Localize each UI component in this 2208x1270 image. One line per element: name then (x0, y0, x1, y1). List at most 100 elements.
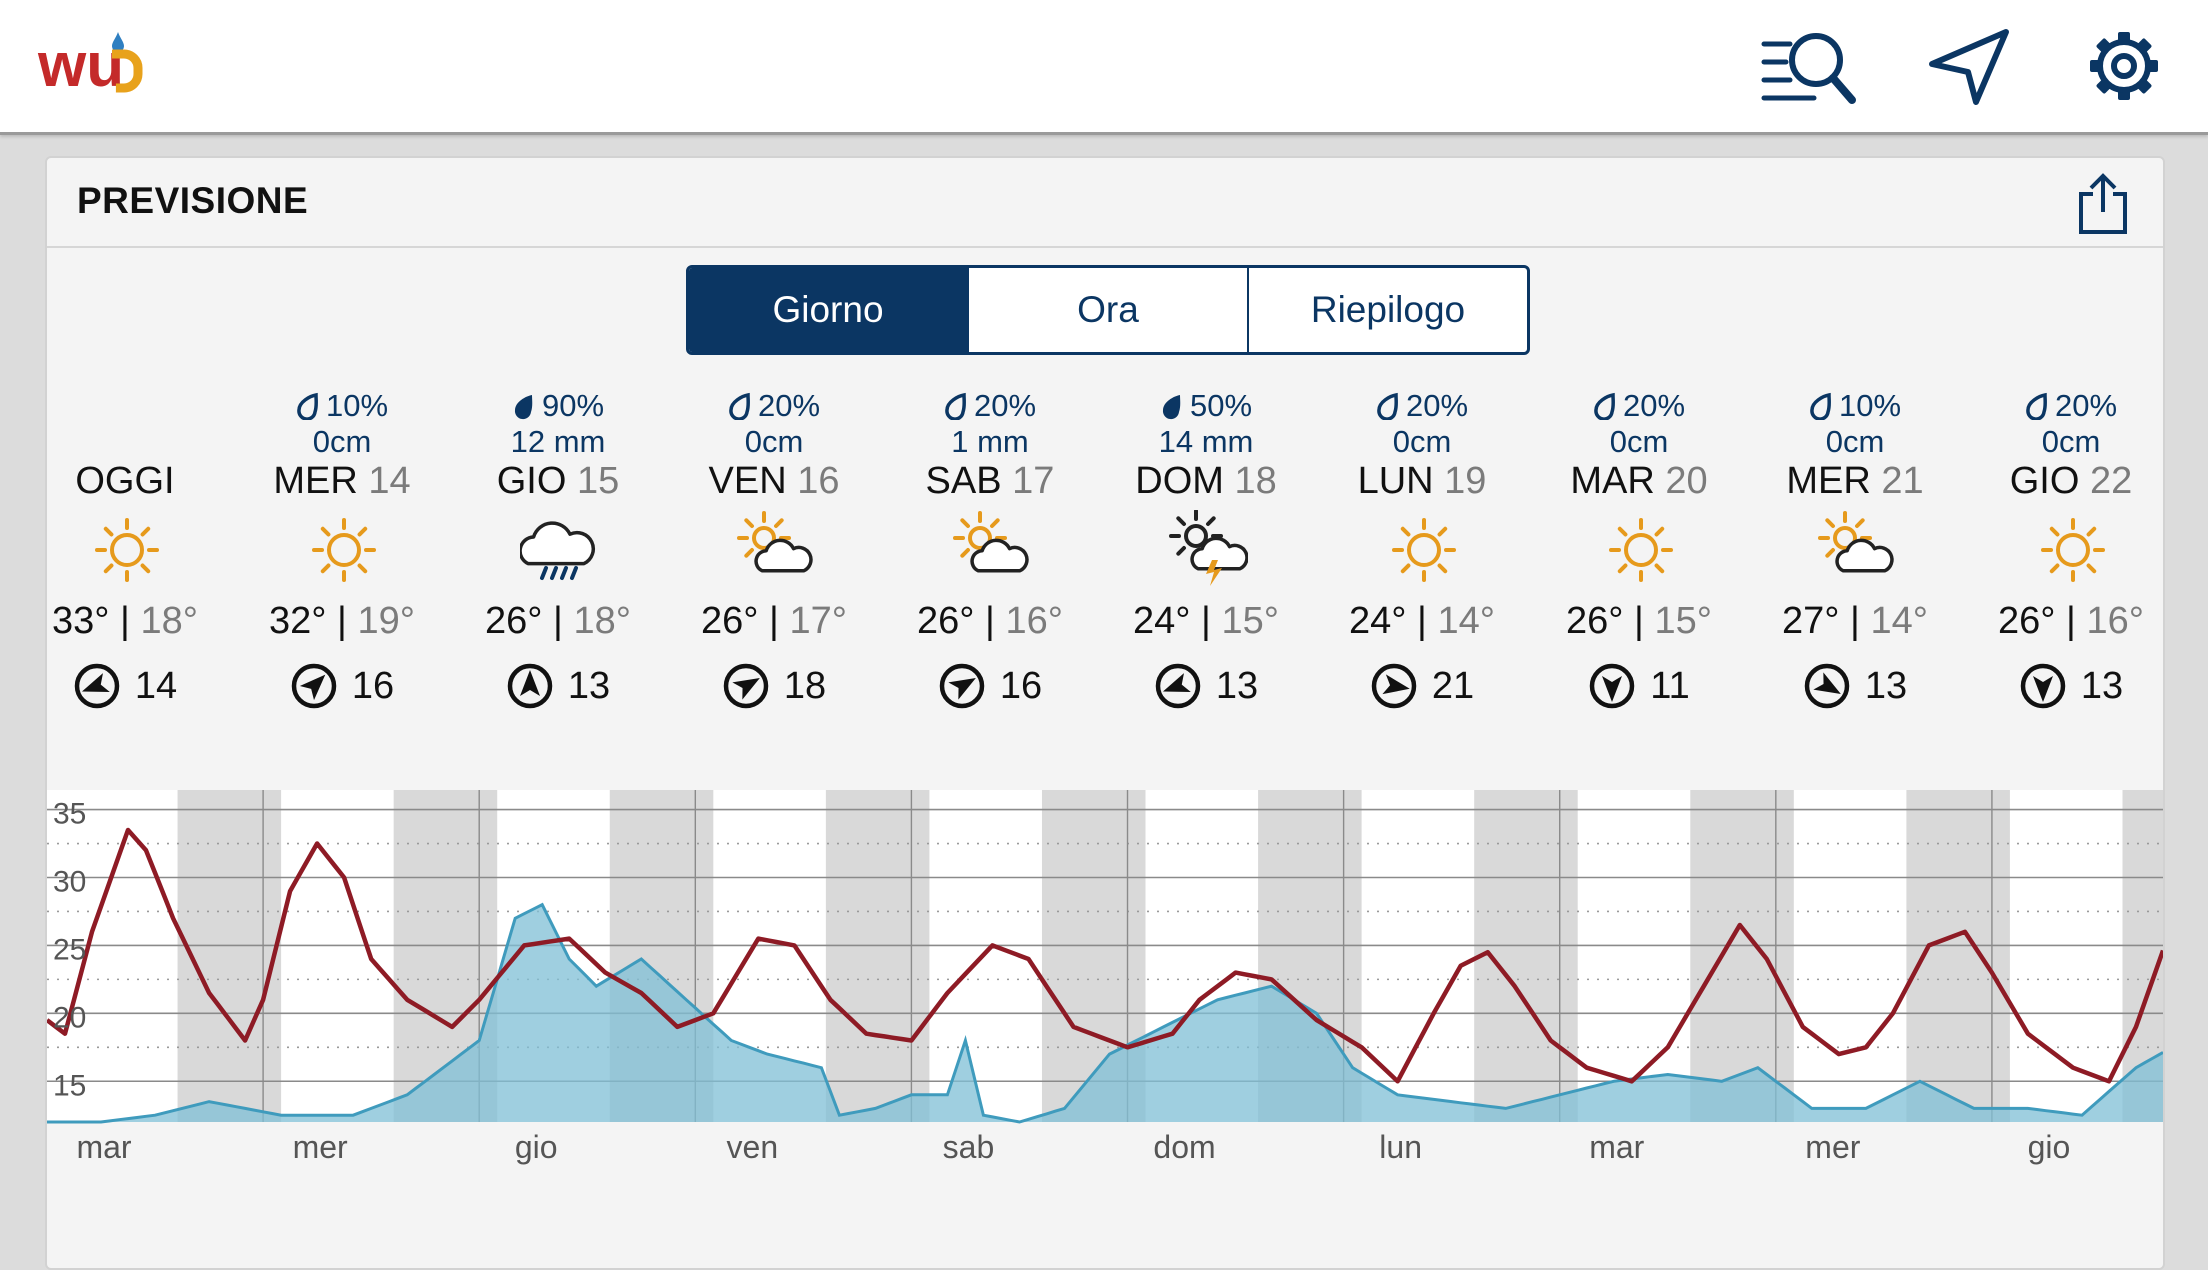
wind: 13 (1106, 660, 1306, 712)
day-number: 18 (1234, 460, 1277, 502)
hourly-chart: 15 20 25 30 35 mar mer gio ven sab dom lun mar mer gio (47, 786, 2163, 1266)
y-tick-label: 20 (53, 1001, 86, 1034)
day-label: OGGI (25, 460, 225, 506)
day-column[interactable]: 10% 0cm MER 21 27° | 14° 13 (1755, 388, 1955, 709)
day-number: 16 (797, 460, 840, 502)
wind-direction-icon (74, 663, 120, 709)
x-day-label: dom (1153, 1129, 1215, 1165)
x-day-label: mar (76, 1129, 131, 1165)
day-label: DOM 18 (1106, 460, 1306, 506)
temp-separator: | (1623, 600, 1655, 642)
day-column[interactable]: 90% 12 mm GIO 15 26° | 18° 13 (458, 388, 658, 709)
day-label: MAR 20 (1539, 460, 1739, 506)
day-name: GIO (2009, 460, 2080, 502)
sunny-icon (2041, 518, 2105, 582)
low-temp: 19° (357, 600, 415, 642)
wind: 16 (890, 660, 1090, 712)
day-column[interactable]: 20% 1 mm SAB 17 26° | 16° 16 (890, 388, 1090, 709)
day-name: OGGI (75, 460, 175, 502)
day-number: 22 (2089, 460, 2133, 502)
wind-direction-icon (291, 663, 337, 709)
temperature-range: 24° | 14° (1312, 600, 1532, 646)
wind-speed: 11 (1650, 664, 1690, 707)
precip-chance: 50% (1106, 388, 1306, 424)
wind: 18 (674, 660, 874, 712)
night-band (177, 790, 282, 1122)
precip-amount: 12 mm (510, 424, 606, 459)
day-label: SAB 17 (890, 460, 1090, 506)
low-temp: 18° (573, 600, 631, 642)
low-temp: 15° (1654, 600, 1712, 642)
wind-speed: 16 (999, 664, 1043, 707)
daily-forecast: OGGI 33° | 18° 14 10% 0cm MER 14 32° | 19° 16 90… (47, 388, 2163, 709)
logo-letter-w: wu (37, 31, 124, 100)
wind: 13 (1755, 660, 1955, 712)
wind-speed: 21 (1431, 664, 1475, 707)
wind: 13 (458, 660, 658, 712)
tab-ora[interactable]: Ora (967, 268, 1247, 352)
precip-chance: 20% (1539, 388, 1739, 424)
low-temp: 17° (789, 600, 847, 642)
temp-separator: | (326, 600, 358, 642)
day-label: MER 14 (242, 460, 442, 506)
temperature-range: 33° | 18° (15, 600, 235, 646)
wind-direction-icon (723, 663, 769, 709)
wind-speed: 13 (2080, 664, 2124, 707)
gear-icon[interactable] (2076, 26, 2172, 106)
x-day-label: mer (293, 1129, 348, 1165)
humidity-area (47, 904, 2163, 1122)
day-column[interactable]: 50% 14 mm DOM 18 24° | 15° 13 (1106, 388, 1306, 709)
x-day-label: gio (515, 1129, 558, 1165)
temp-separator: | (974, 600, 1006, 642)
precip-chance: 20% (674, 388, 874, 424)
location-arrow-icon[interactable] (1920, 26, 2016, 106)
temp-separator: | (1406, 600, 1438, 642)
precip-chance-value: 20% (1622, 388, 1686, 423)
search-list-icon[interactable] (1760, 26, 1856, 106)
forecast-card: PREVISIONE Giorno Ora Riepilogo OGGI 33° … (45, 156, 2165, 1270)
x-day-label: mar (1589, 1129, 1644, 1165)
temperature-range: 26° | 15° (1529, 600, 1749, 646)
temperature-range: 27° | 14° (1745, 600, 1965, 646)
precip-chance-value: 20% (757, 388, 821, 423)
partly-cloudy-icon (953, 511, 1029, 573)
card-header: PREVISIONE (47, 158, 2163, 248)
day-column[interactable]: 20% 0cm MAR 20 26° | 15° 11 (1539, 388, 1739, 709)
day-column[interactable]: 20% 0cm LUN 19 24° | 14° 21 (1322, 388, 1522, 709)
day-column[interactable]: 20% 0cm GIO 22 26° | 16° 13 (1971, 388, 2171, 709)
tab-riepilogo[interactable]: Riepilogo (1247, 268, 1527, 352)
day-column[interactable]: 10% 0cm MER 14 32° | 19° 16 (242, 388, 442, 709)
high-temp: 24° (1349, 600, 1407, 642)
precip-amount: 0cm (1825, 424, 1885, 459)
y-tick-label: 30 (53, 866, 86, 899)
wind-speed: 13 (567, 664, 611, 707)
sunny-icon (1392, 518, 1456, 582)
wind: 21 (1322, 660, 1522, 712)
high-temp: 33° (52, 600, 110, 642)
share-icon[interactable] (2075, 170, 2131, 236)
wu-logo[interactable]: wu (36, 24, 146, 100)
low-temp: 16° (1005, 600, 1063, 642)
precip-amount: 0cm (312, 424, 372, 459)
precip-chance-value: 20% (973, 388, 1037, 423)
temperature-range: 26° | 18° (448, 600, 668, 646)
high-temp: 26° (917, 600, 975, 642)
day-name: MER (1786, 460, 1871, 502)
raindrop-icon (1594, 392, 1615, 420)
low-temp: 14° (1870, 600, 1928, 642)
precip-amount (25, 424, 225, 460)
wind-direction-icon (939, 663, 985, 709)
day-column[interactable]: 20% 0cm VEN 16 26° | 17° 18 (674, 388, 874, 709)
precip-chance-value: 90% (541, 388, 605, 423)
day-label: MER 21 (1755, 460, 1955, 506)
raindrop-icon (1162, 395, 1181, 420)
precip-chance-value: 10% (325, 388, 389, 423)
low-temp: 15° (1221, 600, 1279, 642)
temperature-range: 26° | 16° (1961, 600, 2181, 646)
tab-giorno[interactable]: Giorno (689, 268, 967, 352)
precip-chance-value: 50% (1189, 388, 1253, 423)
wind-speed: 14 (134, 664, 178, 707)
sunny-icon (1609, 518, 1673, 582)
high-temp: 26° (1566, 600, 1624, 642)
day-column[interactable]: OGGI 33° | 18° 14 (25, 388, 225, 709)
